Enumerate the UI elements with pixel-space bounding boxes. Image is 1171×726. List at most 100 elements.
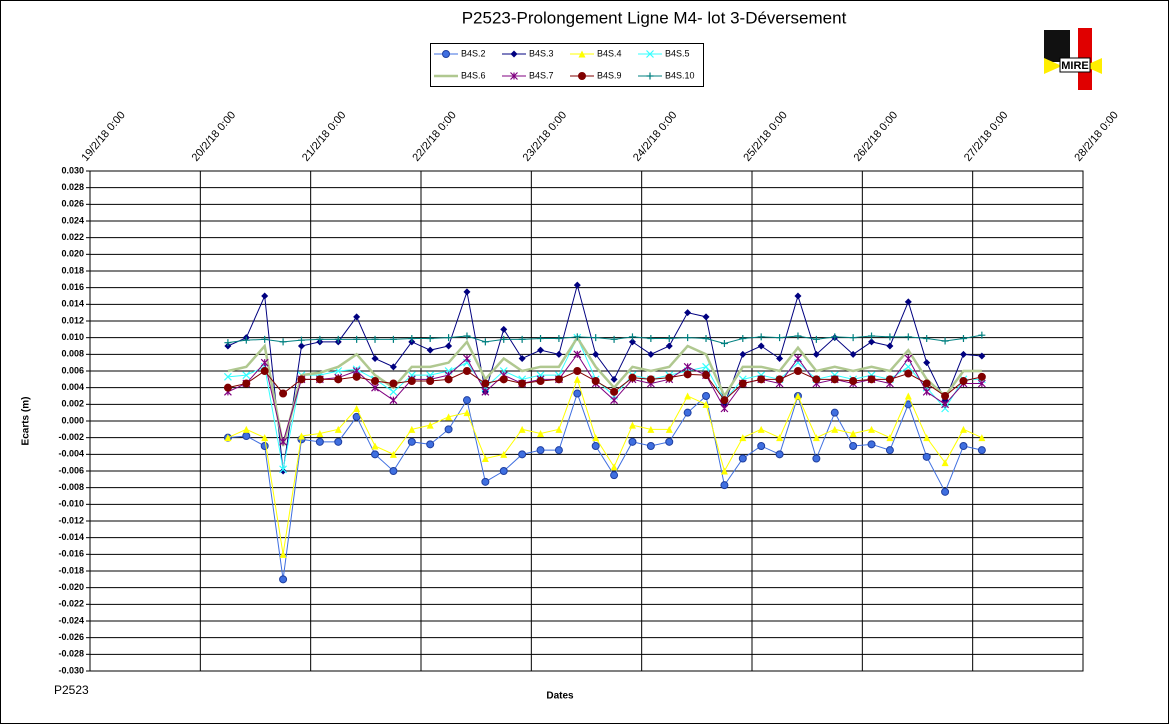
marker	[978, 331, 986, 339]
legend-label: B4S.6	[461, 70, 486, 80]
marker	[812, 375, 821, 384]
marker	[977, 379, 986, 388]
marker	[739, 434, 747, 442]
marker	[793, 367, 802, 375]
series-line	[227, 335, 982, 447]
marker	[518, 425, 526, 433]
marker	[389, 396, 398, 405]
marker	[223, 383, 232, 392]
marker	[702, 371, 711, 380]
marker	[886, 434, 894, 442]
marker	[978, 352, 986, 360]
marker	[279, 465, 288, 474]
marker	[242, 379, 251, 388]
marker	[389, 450, 397, 458]
series	[223, 389, 986, 584]
marker	[442, 50, 450, 58]
y-tick-label: 0.020	[61, 249, 84, 259]
marker	[518, 335, 526, 343]
y-axis-label: Ecarts (m)	[21, 397, 32, 446]
logo-box	[1059, 57, 1091, 73]
marker	[794, 354, 802, 363]
marker	[628, 421, 636, 429]
legend-label: B4S.3	[529, 48, 554, 58]
marker	[978, 434, 986, 442]
marker	[628, 338, 636, 346]
marker	[537, 346, 545, 354]
marker	[665, 373, 674, 382]
marker	[353, 405, 361, 412]
chart-title: P2523-Prolongement Ligne M4- lot 3-Déver…	[462, 8, 847, 27]
marker	[904, 392, 912, 400]
marker	[445, 342, 453, 350]
marker	[371, 383, 379, 392]
marker	[702, 400, 710, 408]
marker	[684, 309, 692, 317]
marker	[610, 387, 619, 396]
marker	[316, 335, 324, 343]
marker	[499, 375, 508, 384]
marker	[886, 333, 894, 341]
marker	[445, 334, 453, 342]
marker	[959, 425, 967, 433]
marker	[573, 389, 582, 398]
marker	[279, 575, 288, 584]
marker	[591, 442, 600, 450]
marker	[578, 50, 586, 58]
marker	[794, 292, 802, 300]
marker	[536, 446, 545, 455]
marker	[463, 354, 471, 363]
y-tick-label: 0.028	[61, 182, 84, 192]
legend-label: B4S.4	[597, 48, 622, 58]
marker	[371, 450, 380, 459]
marker	[518, 379, 527, 388]
marker	[510, 50, 518, 58]
marker	[315, 375, 324, 384]
marker	[812, 454, 821, 463]
marker	[426, 346, 434, 354]
marker	[261, 434, 269, 442]
marker	[445, 413, 453, 421]
marker	[297, 375, 306, 384]
marker	[757, 342, 765, 350]
marker	[922, 379, 931, 388]
marker	[628, 333, 636, 341]
marker	[849, 334, 857, 342]
marker	[904, 362, 913, 371]
y-tick-label: -0.018	[58, 565, 84, 575]
marker	[592, 350, 600, 358]
marker	[352, 372, 361, 381]
y-tick-label: 0.000	[61, 415, 84, 425]
marker	[610, 396, 619, 405]
marker	[481, 379, 490, 388]
marker	[500, 325, 508, 333]
marker	[407, 377, 416, 385]
marker	[831, 333, 839, 341]
marker	[555, 350, 563, 358]
marker	[554, 375, 563, 384]
logo-shape	[1044, 30, 1070, 62]
marker	[647, 335, 655, 342]
marker	[849, 430, 857, 437]
marker	[849, 377, 858, 385]
marker	[223, 372, 232, 381]
marker	[555, 335, 563, 342]
marker	[941, 337, 949, 345]
marker	[426, 335, 434, 342]
marker	[702, 362, 710, 371]
y-tick-label: 0.012	[61, 315, 84, 325]
y-tick-label: 0.002	[61, 399, 84, 409]
y-tick-label: -0.020	[58, 582, 84, 592]
marker	[757, 442, 766, 450]
marker	[389, 379, 398, 388]
y-tick-label: 0.006	[61, 365, 84, 375]
x-axis-label: Dates	[546, 691, 574, 702]
marker	[849, 442, 858, 450]
marker	[462, 367, 471, 375]
y-tick-label: 0.016	[61, 282, 84, 292]
marker	[868, 338, 876, 346]
marker	[646, 375, 655, 384]
series	[224, 375, 986, 558]
marker	[886, 342, 894, 350]
y-tick-label: -0.008	[58, 482, 84, 492]
